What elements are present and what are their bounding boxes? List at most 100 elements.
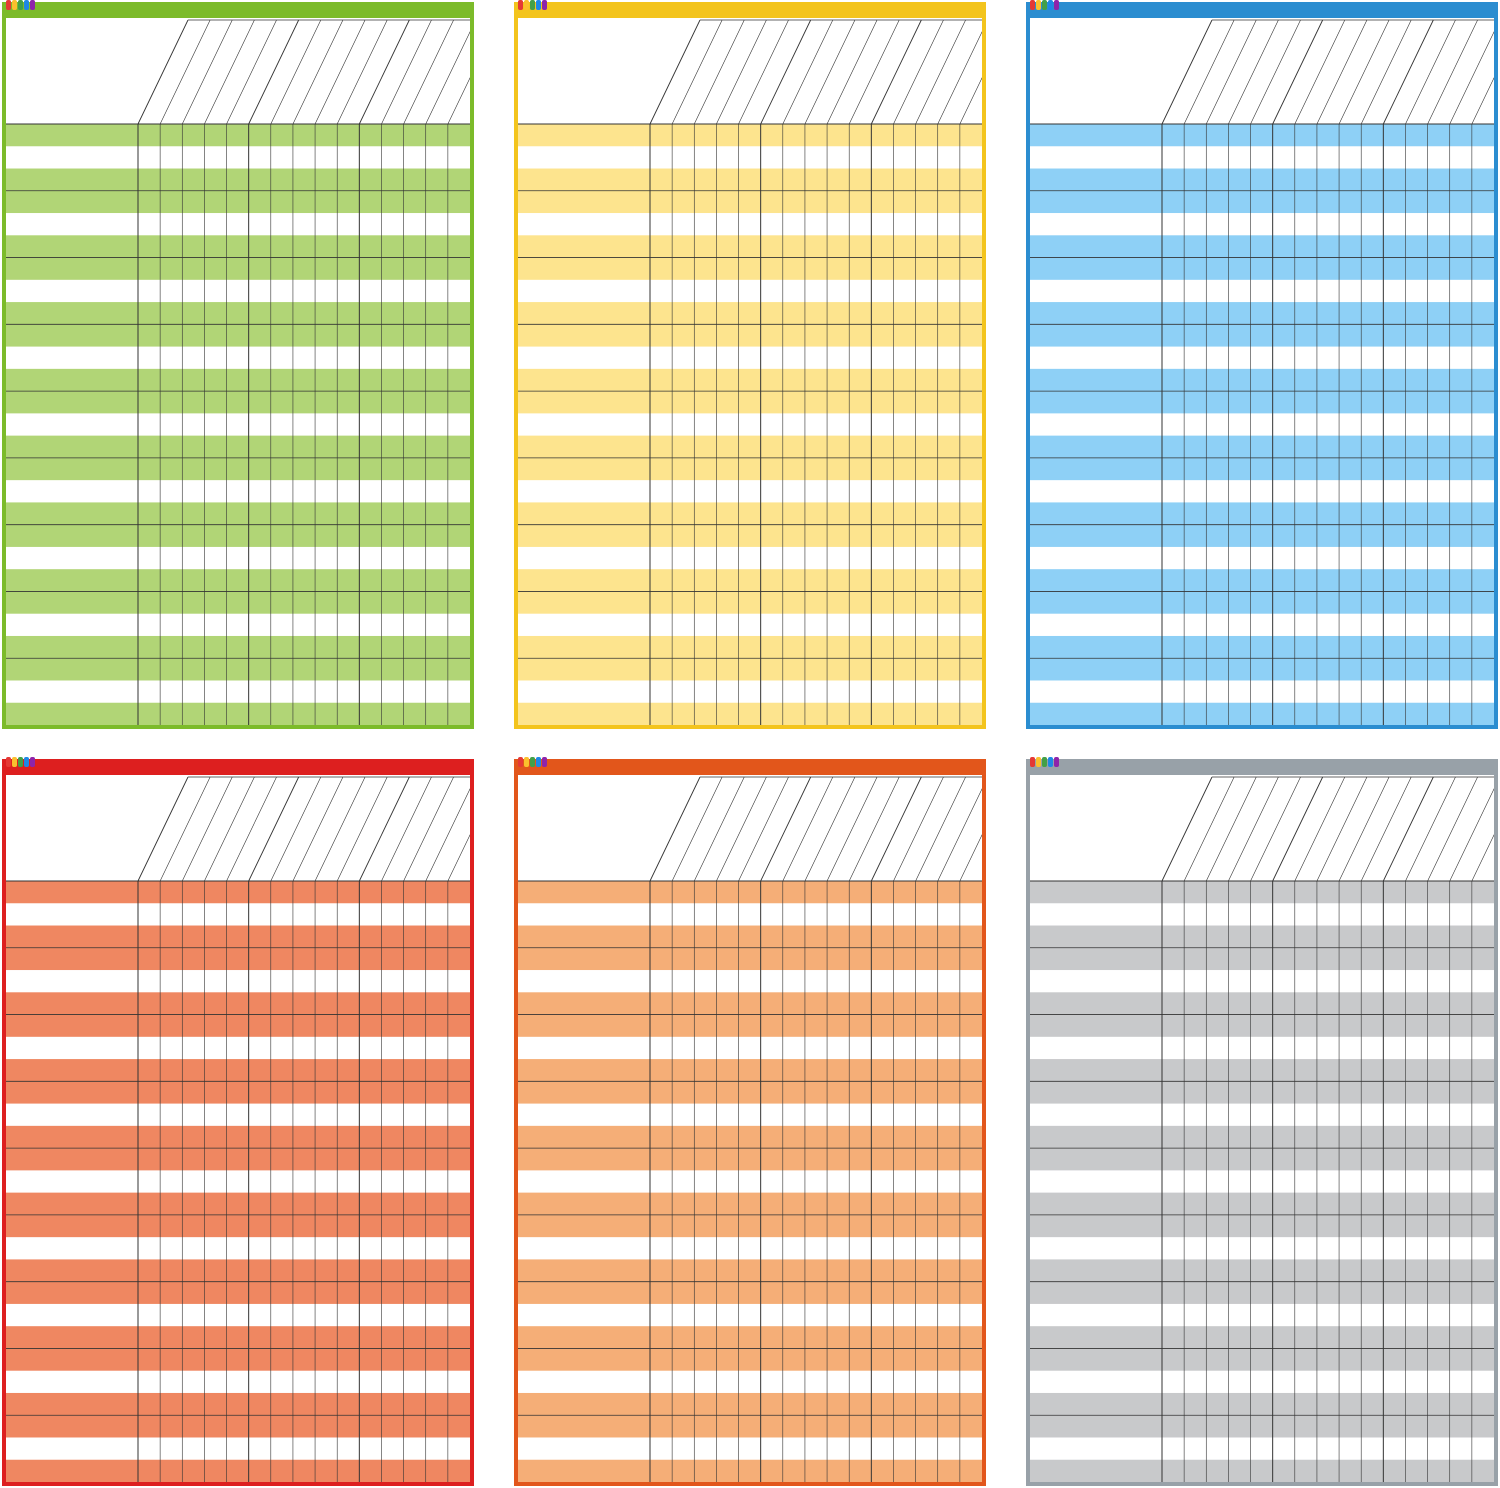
row-stripe — [1030, 1281, 1494, 1304]
header-slant-line — [649, 776, 701, 882]
brand-logo-icon — [6, 757, 35, 769]
row-stripe — [1030, 1259, 1494, 1282]
row-stripe — [1030, 502, 1494, 525]
row-stripe — [1030, 702, 1494, 725]
row-stripe — [6, 368, 470, 392]
row-stripe — [518, 1192, 982, 1215]
row-stripe — [6, 635, 470, 659]
row-stripe — [518, 881, 982, 904]
header-slant-line — [447, 834, 470, 882]
chart-orange — [514, 757, 986, 1486]
header-slant-line — [137, 19, 189, 125]
header-slant-line — [870, 19, 922, 125]
row-stripe — [6, 1326, 470, 1349]
row-stripe — [1030, 1192, 1494, 1215]
row-stripe — [1030, 257, 1494, 280]
header-slant-line — [1338, 19, 1390, 125]
header-slant-line — [1250, 776, 1301, 882]
chart-top-bar — [1026, 757, 1498, 775]
header-slant-line — [358, 19, 410, 125]
header-slant-line — [1183, 776, 1235, 882]
row-stripe — [518, 591, 982, 614]
header-slant-line — [226, 776, 277, 882]
header-slant-line — [1228, 19, 1279, 125]
row-stripe — [6, 391, 470, 414]
header-slant-line — [716, 776, 767, 882]
chart-top-bar — [514, 757, 986, 775]
row-stripe — [518, 1326, 982, 1349]
row-stripe — [1030, 124, 1494, 147]
row-stripe — [6, 502, 470, 525]
row-stripe — [1030, 658, 1494, 681]
header-slant-line — [1360, 19, 1412, 125]
row-stripe — [518, 391, 982, 414]
row-stripe — [518, 524, 982, 547]
row-stripe — [518, 1459, 982, 1482]
row-stripe — [518, 1059, 982, 1082]
header-slant-line — [336, 19, 388, 125]
row-stripe — [1030, 302, 1494, 325]
header-slant-line — [159, 776, 211, 882]
row-stripe — [518, 947, 982, 971]
row-stripe — [6, 1214, 470, 1238]
row-stripe — [1030, 524, 1494, 547]
header-slant-line — [870, 776, 922, 882]
row-stripe — [518, 190, 982, 214]
header-slant-line — [915, 19, 966, 125]
row-stripe — [1030, 1326, 1494, 1349]
header-slant-line — [1382, 776, 1434, 882]
brand-logo-icon — [518, 757, 547, 769]
row-stripe — [6, 324, 470, 347]
header-slant-line — [1161, 776, 1213, 882]
chart-grid — [518, 776, 982, 1482]
header-slant-line — [937, 788, 982, 882]
chart-red — [2, 757, 474, 1486]
header-slant-line — [937, 31, 982, 125]
row-stripe — [518, 1415, 982, 1438]
row-stripe — [6, 992, 470, 1015]
row-stripe — [518, 1148, 982, 1171]
row-stripe — [6, 235, 470, 258]
header-slant-line — [649, 19, 701, 125]
row-stripe — [518, 1259, 982, 1282]
chart-grid — [1030, 776, 1494, 1482]
row-stripe — [6, 591, 470, 614]
header-slant-line — [959, 834, 982, 882]
header-slant-line — [693, 19, 745, 125]
brand-logo-icon — [1030, 757, 1059, 769]
row-stripe — [1030, 190, 1494, 214]
row-stripe — [518, 457, 982, 481]
header-slant-line — [292, 776, 344, 882]
row-stripe — [6, 1148, 470, 1171]
brand-logo-icon — [518, 0, 547, 12]
chart-top-bar — [514, 0, 986, 18]
header-slant-line — [447, 77, 470, 125]
chart-green — [2, 0, 474, 729]
row-stripe — [1030, 391, 1494, 414]
row-stripe — [518, 435, 982, 458]
chart-top-bar — [1026, 0, 1498, 18]
row-stripe — [6, 925, 470, 948]
chart-blue — [1026, 0, 1498, 729]
header-slant-line — [159, 19, 211, 125]
header-slant-line — [671, 19, 723, 125]
row-stripe — [518, 324, 982, 347]
header-slant-line — [671, 776, 723, 882]
row-stripe — [1030, 992, 1494, 1015]
header-slant-line — [1405, 19, 1456, 125]
row-stripe — [518, 1081, 982, 1104]
header-slant-line — [1250, 19, 1301, 125]
row-stripe — [1030, 1415, 1494, 1438]
header-slant-line — [848, 776, 900, 882]
header-slant-line — [1471, 834, 1494, 882]
row-stripe — [6, 1459, 470, 1482]
row-stripe — [1030, 1392, 1494, 1416]
row-stripe — [1030, 881, 1494, 904]
header-slant-line — [336, 776, 388, 882]
row-stripe — [518, 235, 982, 258]
row-stripe — [518, 569, 982, 592]
header-slant-line — [738, 19, 789, 125]
header-slant-line — [1183, 19, 1235, 125]
header-slant-line — [893, 19, 944, 125]
header-slant-line — [1382, 19, 1434, 125]
